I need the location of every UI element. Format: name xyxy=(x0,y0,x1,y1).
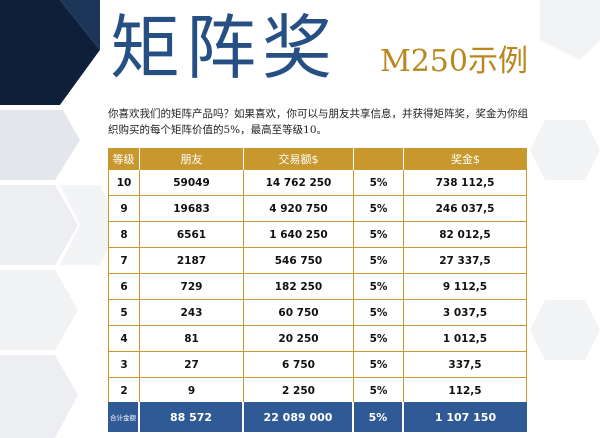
cell-volume: 1 640 250 xyxy=(244,222,354,248)
totals-friends: 88 572 xyxy=(140,402,244,432)
cell-volume: 546 750 xyxy=(244,248,354,274)
cell-friends: 19683 xyxy=(140,196,244,222)
cell-volume: 4 920 750 xyxy=(244,196,354,222)
cell-rate: 5% xyxy=(354,378,404,404)
cell-level: 6 xyxy=(108,274,140,300)
cell-bonus: 1 012,5 xyxy=(404,326,527,352)
cell-friends: 59049 xyxy=(140,170,244,196)
cell-friends: 27 xyxy=(140,352,244,378)
totals-label: 合计金额 xyxy=(108,402,140,432)
cell-rate: 5% xyxy=(354,352,404,378)
table-row: 8 6561 1 640 250 5% 82 012,5 xyxy=(108,222,527,248)
cell-friends: 243 xyxy=(140,300,244,326)
cell-level: 9 xyxy=(108,196,140,222)
header-rate xyxy=(354,148,404,170)
cell-friends: 9 xyxy=(140,378,244,404)
cell-level: 4 xyxy=(108,326,140,352)
header-bonus: 奖金$ xyxy=(404,148,527,170)
cell-level: 8 xyxy=(108,222,140,248)
cell-bonus: 9 112,5 xyxy=(404,274,527,300)
table-row: 3 27 6 750 5% 337,5 xyxy=(108,352,527,378)
intro-paragraph: 你喜欢我们的矩阵产品吗？如果喜欢，你可以与朋友共享信息，并获得矩阵奖，奖金为你组… xyxy=(108,108,528,136)
cell-friends: 6561 xyxy=(140,222,244,248)
cell-level: 3 xyxy=(108,352,140,378)
cell-volume: 6 750 xyxy=(244,352,354,378)
cell-bonus: 738 112,5 xyxy=(404,170,527,196)
cell-friends: 729 xyxy=(140,274,244,300)
cell-rate: 5% xyxy=(354,222,404,248)
table-row: 10 59049 14 762 250 5% 738 112,5 xyxy=(108,170,527,196)
cell-volume: 60 750 xyxy=(244,300,354,326)
cell-bonus: 82 012,5 xyxy=(404,222,527,248)
cell-volume: 182 250 xyxy=(244,274,354,300)
cell-friends: 81 xyxy=(140,326,244,352)
cell-bonus: 337,5 xyxy=(404,352,527,378)
table-body: 10 59049 14 762 250 5% 738 112,5 9 19683 4 920 … xyxy=(108,170,527,430)
totals-bonus: 1 107 150 xyxy=(404,402,527,432)
table-row: 5 243 60 750 5% 3 037,5 xyxy=(108,300,527,326)
totals-rate: 5% xyxy=(354,402,404,432)
table-row: 9 19683 4 920 750 5% 246 037,5 xyxy=(108,196,527,222)
cell-rate: 5% xyxy=(354,196,404,222)
cell-rate: 5% xyxy=(354,170,404,196)
table-row: 7 2187 546 750 5% 27 337,5 xyxy=(108,248,527,274)
cell-level: 2 xyxy=(108,378,140,404)
cell-level: 10 xyxy=(108,170,140,196)
cell-friends: 2187 xyxy=(140,248,244,274)
cell-bonus: 27 337,5 xyxy=(404,248,527,274)
cell-bonus: 112,5 xyxy=(404,378,527,404)
cell-bonus: 246 037,5 xyxy=(404,196,527,222)
totals-volume: 22 089 000 xyxy=(244,402,354,432)
cell-rate: 5% xyxy=(354,300,404,326)
cell-volume: 14 762 250 xyxy=(244,170,354,196)
cell-rate: 5% xyxy=(354,326,404,352)
cell-rate: 5% xyxy=(354,274,404,300)
table-header-row: 等级 朋友 交易额$ 奖金$ xyxy=(108,148,527,170)
page-title: 矩阵奖 xyxy=(110,7,338,89)
header-friends: 朋友 xyxy=(140,148,244,170)
cell-bonus: 3 037,5 xyxy=(404,300,527,326)
header-volume: 交易额$ xyxy=(244,148,354,170)
cell-volume: 20 250 xyxy=(244,326,354,352)
header-level: 等级 xyxy=(108,148,140,170)
cell-rate: 5% xyxy=(354,248,404,274)
cell-volume: 2 250 xyxy=(244,378,354,404)
cell-level: 5 xyxy=(108,300,140,326)
bonus-table: 等级 朋友 交易额$ 奖金$ 10 59049 14 762 250 5% 738 11… xyxy=(108,148,527,430)
table-row: 4 81 20 250 5% 1 012,5 xyxy=(108,326,527,352)
cell-level: 7 xyxy=(108,248,140,274)
page-subtitle: M250示例 xyxy=(380,44,528,79)
totals-row: 合计金额 88 572 22 089 000 5% 1 107 150 xyxy=(108,402,527,432)
table-row: 6 729 182 250 5% 9 112,5 xyxy=(108,274,527,300)
